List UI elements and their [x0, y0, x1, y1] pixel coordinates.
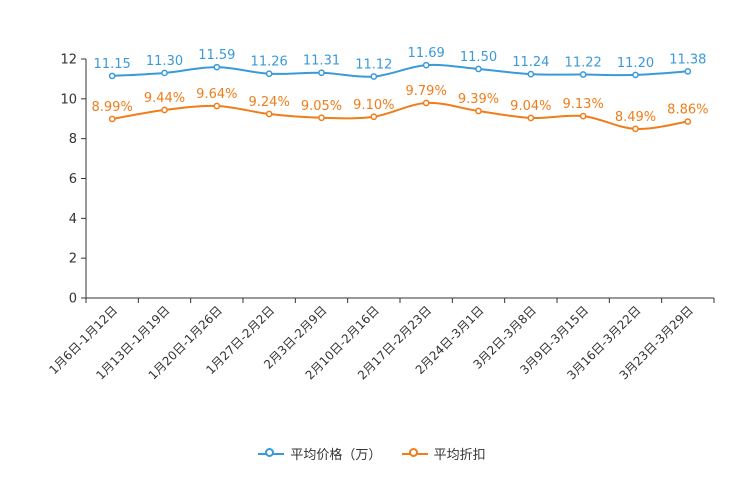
y-tick-label: 0	[69, 292, 77, 307]
data-label: 9.64%	[196, 87, 237, 102]
data-label: 11.22	[565, 56, 602, 71]
legend-label-avg-discount: 平均折扣	[433, 448, 486, 463]
data-point	[475, 65, 482, 73]
data-label: 9.44%	[144, 91, 185, 106]
data-label: 9.04%	[510, 99, 551, 114]
legend-swatch-avg-price	[258, 447, 285, 461]
data-label: 11.59	[198, 48, 235, 63]
data-point	[475, 107, 482, 115]
data-label: 11.38	[669, 52, 706, 67]
data-label: 11.12	[355, 58, 392, 73]
data-point	[318, 114, 325, 122]
data-label: 8.49%	[615, 110, 656, 125]
series-line-1	[111, 101, 688, 130]
y-tick-label: 10	[60, 92, 77, 107]
y-tick-label: 4	[69, 212, 77, 227]
data-point	[370, 113, 378, 121]
data-label: 11.26	[251, 55, 288, 70]
data-label: 9.10%	[353, 98, 394, 113]
legend-label-avg-price: 平均价格（万）	[290, 448, 382, 463]
data-point	[632, 125, 639, 133]
y-tick-label: 6	[69, 172, 77, 187]
data-point	[684, 118, 692, 125]
data-point	[579, 112, 587, 120]
data-label: 8.86%	[667, 103, 708, 118]
data-point	[213, 102, 221, 110]
data-point	[527, 70, 535, 78]
legend: 平均价格（万） 平均折扣	[0, 444, 744, 465]
data-point	[108, 72, 116, 80]
legend-swatch-avg-discount	[401, 447, 428, 461]
data-point	[527, 114, 535, 122]
data-point	[318, 69, 325, 77]
data-label: 9.24%	[249, 95, 290, 110]
data-label: 11.30	[146, 54, 183, 69]
data-point	[632, 71, 639, 79]
data-label: 8.99%	[92, 100, 133, 115]
data-point	[579, 71, 587, 78]
legend-item-avg-discount[interactable]: 平均折扣	[401, 444, 486, 463]
data-point	[161, 69, 168, 77]
data-label: 11.31	[303, 54, 340, 69]
data-point	[265, 70, 273, 78]
y-tick-label: 8	[69, 132, 77, 147]
legend-item-avg-price[interactable]: 平均价格（万）	[258, 444, 381, 463]
data-label: 11.50	[460, 50, 497, 65]
series-line-0	[112, 63, 688, 78]
data-label: 11.20	[617, 56, 654, 71]
data-label: 9.13%	[563, 97, 604, 112]
data-label: 11.24	[512, 55, 549, 70]
y-tick-label: 2	[69, 252, 77, 267]
data-label: 9.39%	[458, 92, 499, 107]
data-point	[108, 115, 116, 123]
data-label: 11.15	[94, 57, 131, 72]
data-point	[265, 110, 273, 118]
data-point	[370, 73, 378, 80]
data-label: 9.05%	[301, 99, 342, 114]
data-label: 9.79%	[406, 84, 447, 99]
data-label: 11.69	[408, 46, 445, 61]
y-tick-label: 12	[60, 53, 77, 68]
data-point	[422, 99, 430, 107]
data-point	[213, 63, 221, 71]
data-point	[161, 106, 168, 114]
data-point	[422, 61, 430, 69]
data-point	[684, 67, 692, 75]
